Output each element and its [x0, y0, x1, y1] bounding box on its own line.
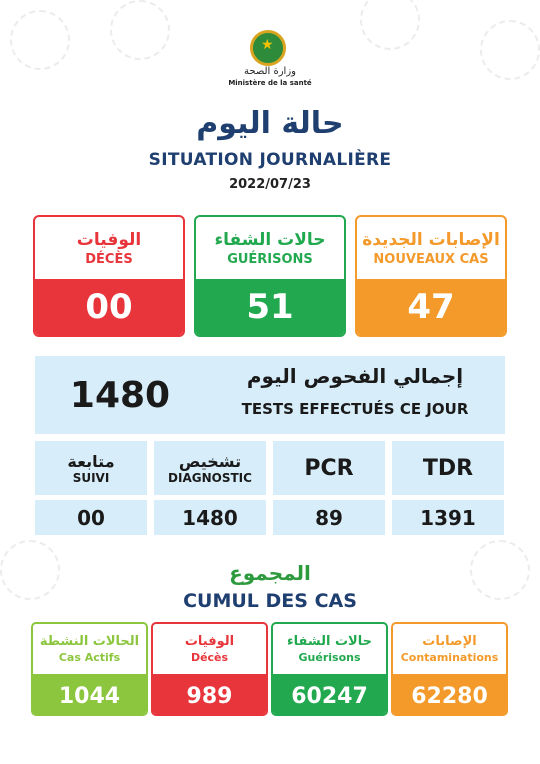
- report-date: 2022/07/23: [229, 177, 311, 192]
- suivi-value: 00: [35, 500, 147, 535]
- tests-label-fr: TESTS EFFECTUÉS CE JOUR: [241, 400, 469, 418]
- cumul-card-actifs: الحالات النشطة Cas Actifs 1044: [31, 622, 148, 716]
- suivi-label-fr: SUIVI: [72, 470, 110, 485]
- contaminations-header: الإصابات Contaminations: [393, 624, 506, 674]
- page-title-ar: حالة اليوم: [196, 106, 344, 141]
- tdr-label: TDR: [422, 455, 474, 481]
- card-nouveaux-cas: الإصابات الجديدة NOUVEAUX CAS 47: [355, 215, 507, 337]
- cumul-deces-header: الوفيات Décès: [153, 624, 266, 674]
- virus-decoration-icon: [0, 540, 60, 600]
- card-guerisons: حالات الشفاء GUÉRISONS 51: [194, 215, 346, 337]
- diagnostic-label-fr: DIAGNOSTIC: [168, 470, 252, 485]
- cumul-deces-value: 989: [153, 674, 266, 714]
- contaminations-label-fr: Contaminations: [400, 651, 499, 664]
- card-deces: الوفيات DÉCÈS 00: [33, 215, 185, 337]
- pcr-label: PCR: [304, 455, 354, 481]
- nouveaux-label-ar: الإصابات الجديدة: [362, 229, 500, 250]
- diagnostic-label-ar: تشخيص: [178, 451, 242, 471]
- guerisons-value: 51: [196, 279, 344, 335]
- cumul-guerisons-header: حالات الشفاء Guérisons: [273, 624, 386, 674]
- diagnostic-value: 1480: [154, 500, 266, 535]
- cumul-card-guerisons: حالات الشفاء Guérisons 60247: [271, 622, 388, 716]
- ministry-logo-icon: ★: [250, 30, 286, 66]
- ministry-name-fr: Ministère de la santé: [228, 79, 312, 87]
- deces-value: 00: [35, 279, 183, 335]
- cumul-guerisons-value: 60247: [273, 674, 386, 714]
- cumul-guerisons-label-ar: حالات الشفاء: [287, 634, 372, 649]
- cumul-title-fr: CUMUL DES CAS: [183, 590, 357, 612]
- cumul-guerisons-label-fr: Guérisons: [298, 651, 361, 664]
- card-nouveaux-header: الإصابات الجديدة NOUVEAUX CAS: [357, 217, 505, 279]
- actifs-label-ar: الحالات النشطة: [39, 634, 140, 649]
- deces-label-ar: الوفيات: [76, 229, 142, 250]
- actifs-header: الحالات النشطة Cas Actifs: [33, 624, 146, 674]
- tests-panel: [35, 356, 505, 434]
- virus-decoration-icon: [470, 540, 530, 600]
- cumul-deces-label-ar: الوفيات: [184, 634, 235, 649]
- pcr-value: 89: [273, 500, 385, 535]
- cumul-card-contaminations: الإصابات Contaminations 62280: [391, 622, 508, 716]
- tdr-header: TDR: [392, 441, 504, 495]
- guerisons-label-ar: حالات الشفاء: [214, 229, 326, 250]
- diagnostic-header: تشخيص DIAGNOSTIC: [154, 441, 266, 495]
- contaminations-label-ar: الإصابات: [422, 634, 477, 649]
- virus-decoration-icon: [480, 20, 540, 80]
- ministry-name-ar: وزارة الصحة: [244, 66, 296, 77]
- virus-decoration-icon: [360, 0, 420, 50]
- tdr-value: 1391: [392, 500, 504, 535]
- nouveaux-label-fr: NOUVEAUX CAS: [373, 251, 489, 267]
- guerisons-label-fr: GUÉRISONS: [227, 251, 313, 267]
- cumul-title-ar: المجموع: [229, 561, 311, 585]
- suivi-header: متابعة SUIVI: [35, 441, 147, 495]
- pcr-header: PCR: [273, 441, 385, 495]
- cumul-card-deces: الوفيات Décès 989: [151, 622, 268, 716]
- actifs-value: 1044: [33, 674, 146, 714]
- nouveaux-value: 47: [357, 279, 505, 335]
- tests-label-ar: إجمالي الفحوص اليوم: [246, 364, 464, 388]
- virus-decoration-icon: [10, 10, 70, 70]
- actifs-label-fr: Cas Actifs: [58, 651, 121, 664]
- tests-total-value: 1480: [69, 374, 171, 416]
- card-guerisons-header: حالات الشفاء GUÉRISONS: [196, 217, 344, 279]
- cumul-deces-label-fr: Décès: [190, 651, 229, 664]
- star-icon: ★: [261, 37, 274, 53]
- deces-label-fr: DÉCÈS: [85, 251, 133, 267]
- contaminations-value: 62280: [393, 674, 506, 714]
- page-title-fr: SITUATION JOURNALIÈRE: [148, 150, 392, 170]
- virus-decoration-icon: [110, 0, 170, 60]
- card-deces-header: الوفيات DÉCÈS: [35, 217, 183, 279]
- suivi-label-ar: متابعة: [67, 451, 115, 471]
